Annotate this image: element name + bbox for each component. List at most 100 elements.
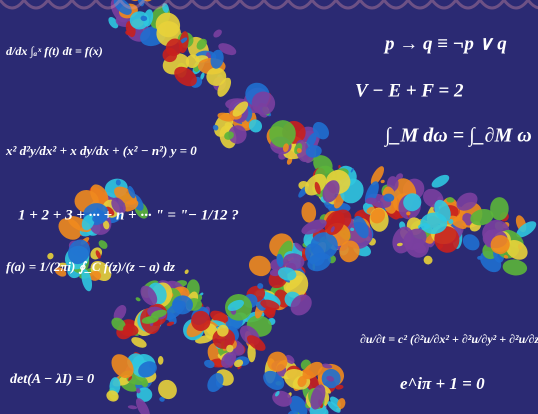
fractal-blob bbox=[290, 294, 312, 316]
fractal-blob bbox=[217, 77, 232, 97]
fractal-blob bbox=[140, 285, 158, 306]
formula: ∂u/∂t = c² (∂²u/∂x² + ∂²u/∂y² + ∂²u/∂z²) bbox=[360, 332, 538, 346]
fractal-blob bbox=[307, 252, 331, 272]
fractal-blob bbox=[228, 125, 247, 144]
fractal-blob bbox=[246, 335, 266, 351]
fractal-blob bbox=[196, 38, 207, 50]
fractal-blob bbox=[516, 221, 537, 238]
fractal-blob bbox=[224, 131, 234, 140]
fractal-blob bbox=[263, 370, 285, 390]
fractal-blob bbox=[257, 283, 264, 289]
fractal-blob bbox=[448, 218, 454, 225]
watermark-motif bbox=[478, 0, 530, 10]
fractal-blob bbox=[179, 37, 188, 44]
fractal-blob bbox=[207, 373, 224, 393]
formula: d/dx ∫ₐˣ f(t) dt = f(x) bbox=[6, 44, 103, 58]
watermark-motif bbox=[238, 0, 290, 10]
fractal-blob bbox=[136, 387, 153, 402]
fractal-blob bbox=[287, 410, 299, 414]
fractal-blob bbox=[423, 255, 433, 265]
fractal-blob bbox=[81, 214, 95, 231]
fractal-blob bbox=[138, 361, 157, 378]
fractal-blob bbox=[269, 120, 296, 148]
fractal-blob bbox=[111, 197, 126, 215]
fractal-blob bbox=[285, 354, 295, 364]
fractal-blob bbox=[335, 384, 344, 390]
fractal-blob bbox=[462, 213, 474, 226]
fractal-blob bbox=[164, 300, 186, 321]
fractal-blob bbox=[505, 240, 528, 260]
fractal-blob bbox=[302, 361, 323, 380]
fractal-blob bbox=[283, 253, 305, 270]
fractal-blob bbox=[210, 49, 224, 69]
fractal-blob bbox=[232, 101, 249, 117]
fractal-blob bbox=[330, 226, 335, 233]
fractal-blob bbox=[301, 219, 327, 235]
fractal-blob bbox=[157, 356, 164, 365]
fractal-blob bbox=[212, 124, 219, 131]
fractal-blob bbox=[213, 29, 222, 38]
fractal-blob bbox=[241, 119, 250, 129]
fractal-blob bbox=[111, 317, 126, 331]
watermark-motif bbox=[526, 0, 538, 10]
fractal-blob bbox=[248, 255, 271, 277]
fractal bbox=[47, 0, 537, 414]
fractal-blob bbox=[113, 0, 132, 15]
fractal-blob bbox=[217, 324, 229, 337]
fractal-blob bbox=[127, 376, 133, 381]
fractal-blob bbox=[456, 192, 478, 211]
fractal-blob bbox=[135, 297, 141, 302]
formula: 1 + 2 + 3 + ··· + n + ··· " = "− 1/12 ? bbox=[18, 207, 239, 223]
fractal-blob bbox=[403, 228, 427, 251]
fractal-blob bbox=[490, 197, 509, 221]
fractal-blob bbox=[294, 242, 304, 252]
fractal-blob bbox=[105, 206, 115, 216]
fractal-blob bbox=[502, 259, 528, 276]
fractal-blob bbox=[159, 396, 165, 402]
fractal-blob bbox=[58, 262, 67, 267]
fractal-blob bbox=[321, 363, 333, 369]
fractal-blob bbox=[490, 235, 510, 255]
fractal-blob bbox=[103, 220, 110, 230]
fractal-blob bbox=[305, 132, 317, 150]
fractal-blob bbox=[218, 43, 237, 56]
watermark-motif bbox=[142, 0, 194, 10]
formula: V − E + F = 2 bbox=[355, 80, 464, 101]
fractal-blob bbox=[248, 119, 263, 133]
fractal-blob bbox=[396, 242, 403, 247]
watermark-motif bbox=[430, 0, 482, 10]
fractal-blob bbox=[431, 174, 450, 188]
fractal-blob bbox=[131, 337, 147, 348]
formula: p → q ≡ ¬p ∨ q bbox=[383, 33, 507, 54]
fractal-blob bbox=[115, 179, 121, 186]
watermark-motif bbox=[0, 0, 50, 10]
fractal-blob bbox=[162, 3, 169, 13]
fractal-blob bbox=[166, 321, 175, 326]
fractal-blob bbox=[337, 398, 346, 410]
fractal-blob bbox=[185, 54, 200, 69]
fractal-blob bbox=[200, 72, 205, 80]
fractal-blob bbox=[420, 212, 448, 234]
fractal-blob bbox=[310, 384, 326, 410]
fractal-blob bbox=[406, 211, 411, 216]
fractal-blob bbox=[141, 379, 149, 388]
fractal-blob bbox=[206, 67, 227, 86]
watermark-motif bbox=[46, 0, 98, 10]
fractal-blob bbox=[276, 253, 284, 268]
fractal-blob bbox=[143, 9, 154, 27]
fractal-blob bbox=[106, 390, 119, 402]
fractal-blob bbox=[135, 398, 150, 414]
fractal-blob bbox=[89, 270, 102, 281]
fractal-blob bbox=[370, 166, 385, 186]
fractal-blob bbox=[221, 351, 237, 368]
fractal-blob bbox=[277, 267, 297, 281]
fractal-blob bbox=[370, 208, 386, 224]
fractal-blob bbox=[114, 186, 137, 205]
fractal-blob bbox=[226, 344, 234, 353]
fractal-blob bbox=[68, 239, 91, 265]
fractal-blob bbox=[314, 181, 321, 195]
fractal-blob bbox=[350, 227, 355, 232]
watermark-motif bbox=[190, 0, 242, 10]
